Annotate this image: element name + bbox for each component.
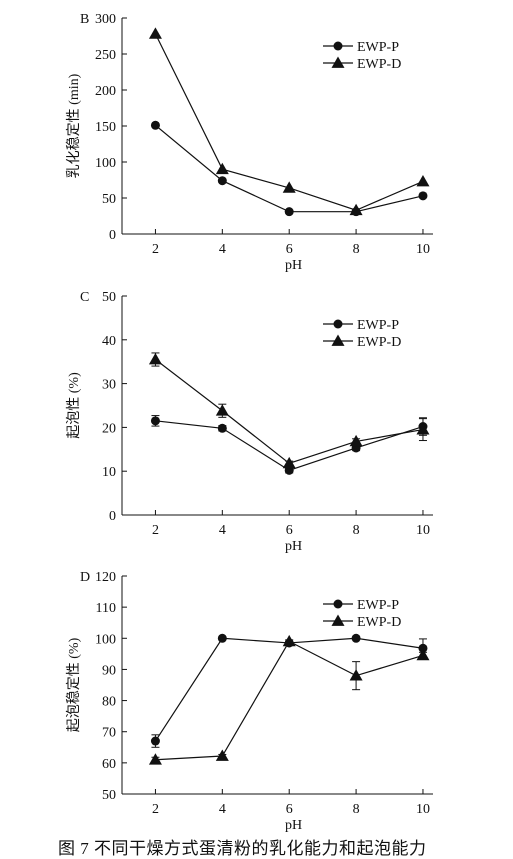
data-point xyxy=(148,753,162,765)
panel-label: C xyxy=(80,290,89,305)
legend-label: EWP-D xyxy=(357,335,401,350)
x-tick-label: 4 xyxy=(219,523,226,538)
legend-marker xyxy=(331,614,345,626)
y-tick-label: 200 xyxy=(95,84,116,99)
y-tick-label: 100 xyxy=(95,156,116,171)
x-axis-label: pH xyxy=(285,818,302,833)
data-point xyxy=(282,634,296,647)
legend-marker xyxy=(333,599,343,609)
data-point xyxy=(416,423,430,435)
legend: EWP-P EWP-D xyxy=(323,40,401,72)
x-tick-label: 8 xyxy=(353,242,360,257)
panel-label: D xyxy=(80,570,90,585)
series-ewp-d xyxy=(148,27,430,216)
x-tick-label: 6 xyxy=(286,523,293,538)
y-tick-label: 300 xyxy=(95,12,116,27)
x-tick-label: 2 xyxy=(152,242,159,257)
y-tick-label: 90 xyxy=(102,663,116,678)
x-axis-label: pH xyxy=(285,539,302,554)
x-tick-label: 4 xyxy=(219,802,226,817)
x-tick-label: 2 xyxy=(152,802,159,817)
panel-label: B xyxy=(80,12,89,27)
data-point xyxy=(284,207,294,217)
data-point xyxy=(150,416,160,426)
y-tick-label: 120 xyxy=(95,570,116,585)
data-point xyxy=(215,404,229,416)
legend: EWP-P EWP-D xyxy=(323,598,401,630)
legend-label: EWP-D xyxy=(357,57,401,72)
x-tick-label: 8 xyxy=(353,802,360,817)
data-point xyxy=(349,669,363,681)
x-tick-label: 10 xyxy=(416,802,430,817)
legend-marker xyxy=(333,41,343,51)
x-tick-label: 6 xyxy=(286,242,293,257)
legend-label: EWP-D xyxy=(357,615,401,630)
x-tick-label: 6 xyxy=(286,802,293,817)
y-axis-label: 起泡稳定性 (%) xyxy=(66,637,82,732)
x-axis-label: pH xyxy=(285,258,302,273)
legend-label: EWP-P xyxy=(357,598,399,613)
y-tick-label: 40 xyxy=(102,334,116,349)
data-point xyxy=(150,736,160,746)
data-point xyxy=(148,27,162,39)
data-point xyxy=(148,353,162,365)
x-tick-label: 10 xyxy=(416,242,430,257)
series-line xyxy=(155,359,424,464)
chart-panel-b: B 0 50 100 150 200 250 300 2 4 6 8 10 pH 乳化稳定性 (min) EW… xyxy=(66,12,433,273)
data-point xyxy=(416,648,430,661)
y-tick-label: 100 xyxy=(95,632,116,647)
y-axis-label: 起泡性 (%) xyxy=(66,372,82,439)
x-tick-label: 4 xyxy=(219,242,226,257)
y-tick-label: 50 xyxy=(102,788,116,803)
y-tick-label: 110 xyxy=(96,601,116,616)
data-point xyxy=(150,120,160,130)
y-tick-label: 0 xyxy=(109,509,116,524)
data-point xyxy=(351,633,361,643)
y-tick-label: 250 xyxy=(95,48,116,63)
series-ewp-d xyxy=(148,352,430,469)
y-tick-label: 20 xyxy=(102,421,116,436)
y-tick-label: 50 xyxy=(102,290,116,305)
data-point xyxy=(215,749,229,761)
legend-label: EWP-P xyxy=(357,318,399,333)
legend-marker xyxy=(331,334,345,346)
legend-marker xyxy=(331,56,345,68)
data-point xyxy=(282,456,296,469)
y-tick-label: 70 xyxy=(102,726,116,741)
data-point xyxy=(349,434,363,447)
data-point xyxy=(282,181,296,193)
series-ewp-d xyxy=(148,634,430,765)
data-point xyxy=(215,162,229,175)
y-tick-label: 10 xyxy=(102,465,116,480)
series-line xyxy=(155,640,424,761)
y-tick-label: 80 xyxy=(102,695,116,710)
y-axis-label: 乳化稳定性 (min) xyxy=(66,73,82,178)
data-point xyxy=(416,174,430,187)
series-ewp-p xyxy=(150,633,428,748)
figure-caption: 图 7 不同干燥方式蛋清粉的乳化能力和起泡能力 xyxy=(58,839,427,858)
data-point xyxy=(349,203,363,216)
chart-panel-d: D 50 60 70 80 90 100 110 120 2 4 6 8 10 pH 起泡稳定性 (%) EWP… xyxy=(66,570,433,833)
legend: EWP-P EWP-D xyxy=(323,318,401,350)
data-point xyxy=(217,176,227,186)
y-tick-label: 60 xyxy=(102,757,116,772)
data-point xyxy=(217,423,227,433)
data-point xyxy=(217,633,227,643)
x-tick-label: 2 xyxy=(152,523,159,538)
series-line xyxy=(154,637,424,742)
y-tick-label: 30 xyxy=(102,378,116,393)
legend-marker xyxy=(333,319,343,329)
y-tick-label: 0 xyxy=(109,228,116,243)
series-ewp-p xyxy=(150,120,428,217)
data-point xyxy=(418,643,428,653)
chart-panel-c: C 0 10 20 30 40 50 2 4 6 8 10 pH 起泡性 (%) EWP-P EWP-D xyxy=(66,290,433,554)
data-point xyxy=(418,191,428,201)
x-tick-label: 8 xyxy=(353,523,360,538)
y-tick-label: 50 xyxy=(102,192,116,207)
y-tick-label: 150 xyxy=(95,120,116,135)
legend-label: EWP-P xyxy=(357,40,399,55)
x-tick-label: 10 xyxy=(416,523,430,538)
